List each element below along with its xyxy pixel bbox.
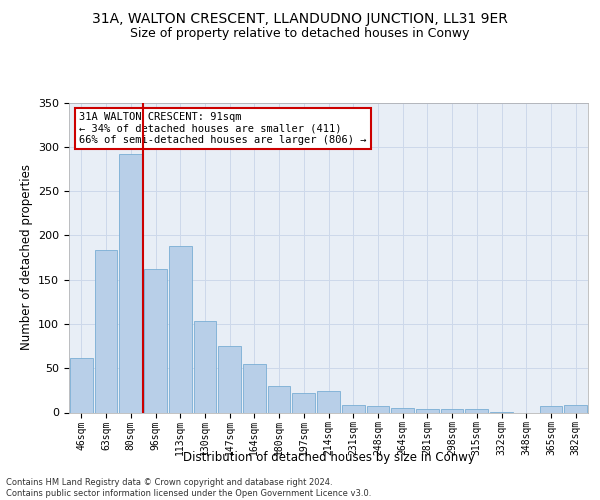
Bar (539, 406, 562, 412)
Bar (416, 409, 439, 412)
Bar (169, 246, 191, 412)
Text: Distribution of detached houses by size in Conwy: Distribution of detached houses by size … (183, 451, 475, 464)
Bar (268, 386, 290, 412)
Bar (342, 404, 365, 412)
Bar (466, 409, 488, 412)
Text: 31A WALTON CRESCENT: 91sqm
← 34% of detached houses are smaller (411)
66% of sem: 31A WALTON CRESCENT: 91sqm ← 34% of deta… (79, 112, 367, 145)
Bar (70, 358, 93, 412)
Bar (194, 322, 216, 412)
Bar (119, 154, 142, 412)
Bar (441, 409, 463, 412)
Bar (367, 406, 389, 412)
Bar (317, 391, 340, 412)
Text: 31A, WALTON CRESCENT, LLANDUDNO JUNCTION, LL31 9ER: 31A, WALTON CRESCENT, LLANDUDNO JUNCTION… (92, 12, 508, 26)
Text: Size of property relative to detached houses in Conwy: Size of property relative to detached ho… (130, 28, 470, 40)
Bar (292, 393, 315, 412)
Bar (243, 364, 266, 412)
Text: Contains HM Land Registry data © Crown copyright and database right 2024.
Contai: Contains HM Land Registry data © Crown c… (6, 478, 371, 498)
Y-axis label: Number of detached properties: Number of detached properties (20, 164, 32, 350)
Bar (95, 250, 118, 412)
Bar (144, 269, 167, 412)
Bar (391, 408, 414, 412)
Bar (218, 346, 241, 412)
Bar (564, 406, 587, 412)
